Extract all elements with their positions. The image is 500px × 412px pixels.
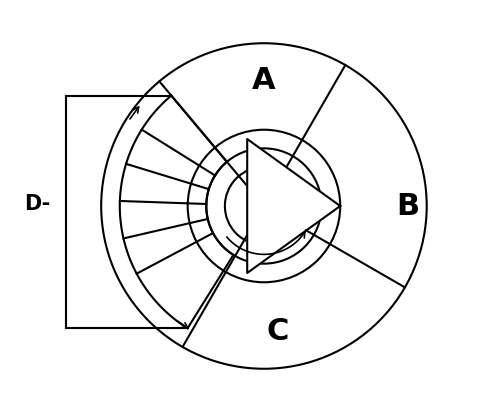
Text: D-: D-: [24, 194, 50, 214]
Text: C: C: [266, 317, 289, 346]
Polygon shape: [247, 139, 340, 273]
Text: B: B: [396, 192, 419, 220]
Text: A: A: [252, 66, 276, 95]
